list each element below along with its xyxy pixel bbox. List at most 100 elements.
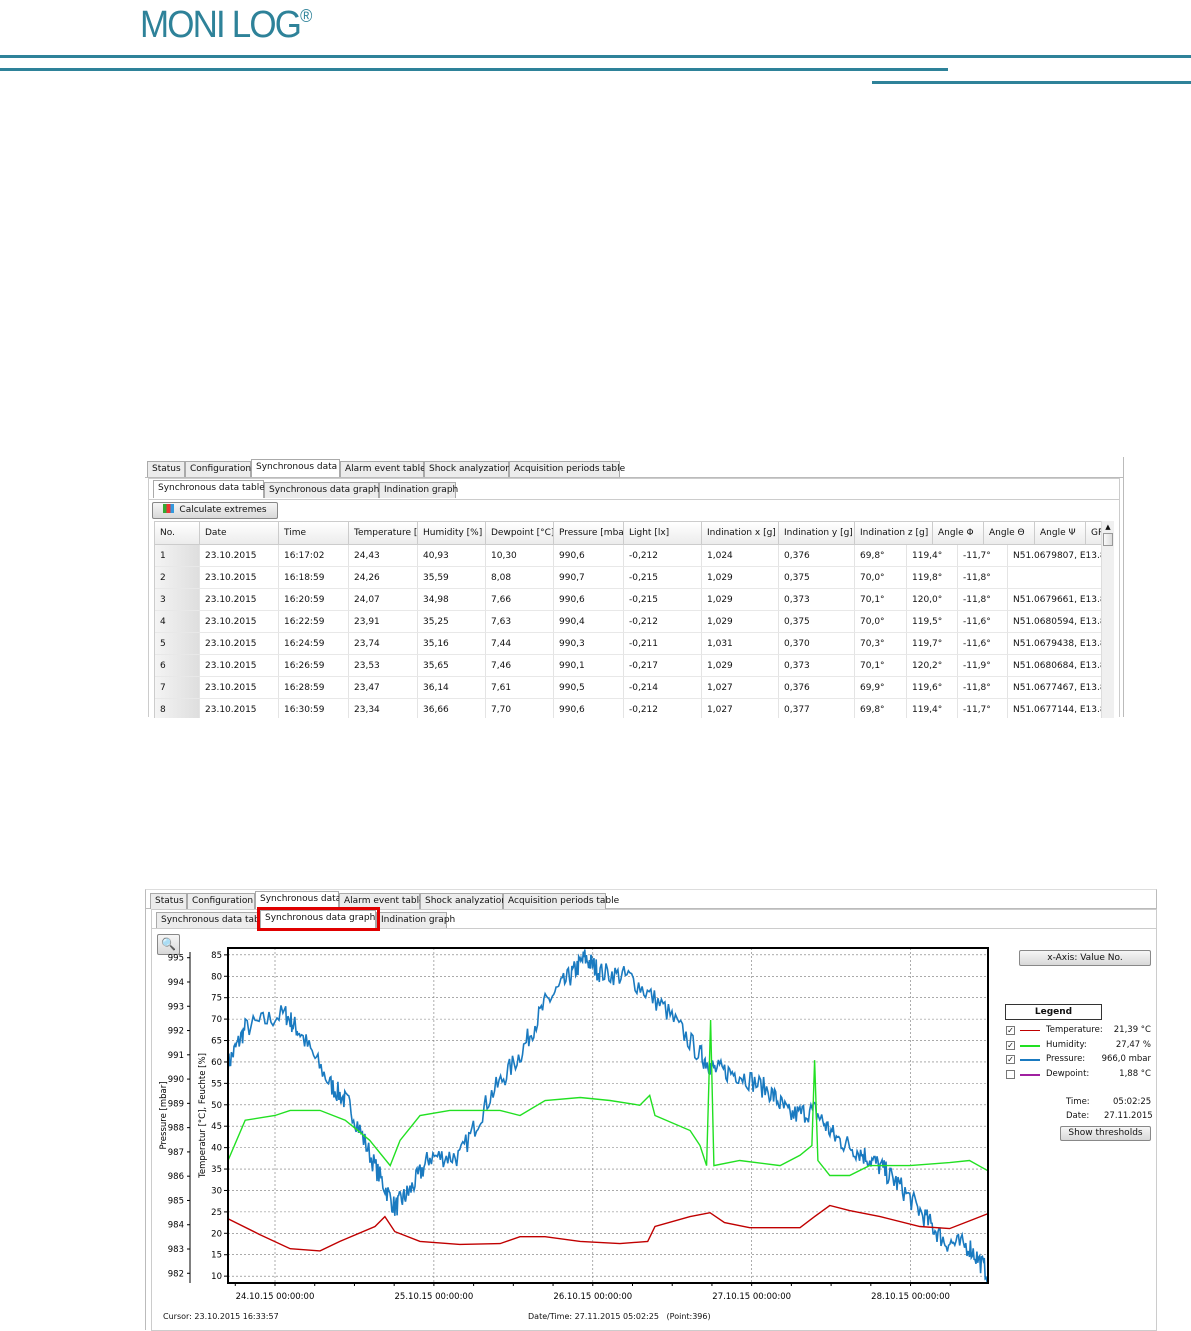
table-cell[interactable]: 35,25: [418, 611, 486, 633]
table-cell[interactable]: 23.10.2015: [200, 699, 279, 718]
row-number[interactable]: 4: [155, 611, 200, 633]
table-cell[interactable]: -11,9°: [958, 655, 1008, 677]
table-cell[interactable]: 8,08: [486, 567, 554, 589]
table-cell[interactable]: 990,3: [554, 633, 624, 655]
table-cell[interactable]: 35,16: [418, 633, 486, 655]
show-thresholds-button[interactable]: Show thresholds: [1060, 1126, 1151, 1141]
table-cell[interactable]: -0,215: [624, 567, 702, 589]
table-cell[interactable]: 1,027: [702, 699, 779, 718]
table-cell[interactable]: -0,215: [624, 589, 702, 611]
tab-0[interactable]: Status: [150, 893, 187, 909]
table-cell[interactable]: 69,8°: [855, 699, 907, 718]
table-cell[interactable]: 16:30:59: [279, 699, 349, 718]
column-header[interactable]: No.: [155, 522, 200, 545]
x-axis-mode-button[interactable]: x-Axis: Value No.: [1019, 950, 1151, 966]
table-cell[interactable]: 23,34: [349, 699, 418, 718]
table-cell[interactable]: 0,376: [779, 545, 855, 567]
table-cell[interactable]: 1,024: [702, 545, 779, 567]
row-number[interactable]: 3: [155, 589, 200, 611]
table-cell[interactable]: 1,031: [702, 633, 779, 655]
column-header[interactable]: Indination y [g]: [779, 522, 855, 545]
table-cell[interactable]: 36,14: [418, 677, 486, 699]
table-cell[interactable]: 990,7: [554, 567, 624, 589]
table-cell[interactable]: 7,63: [486, 611, 554, 633]
legend-checkbox[interactable]: ✓: [1006, 1040, 1015, 1050]
table-cell[interactable]: 16:17:02: [279, 545, 349, 567]
table-cell[interactable]: -11,8°: [958, 567, 1008, 589]
table-cell[interactable]: 23.10.2015: [200, 611, 279, 633]
column-header[interactable]: Dewpoint [°C]: [486, 522, 554, 545]
subtab-1[interactable]: Synchronous data graph: [260, 910, 376, 928]
table-cell[interactable]: 23,74: [349, 633, 418, 655]
table-cell[interactable]: 23.10.2015: [200, 677, 279, 699]
legend-checkbox[interactable]: ✓: [1006, 1055, 1015, 1064]
tab-3[interactable]: Alarm event table: [339, 893, 425, 909]
table-cell[interactable]: 23.10.2015: [200, 567, 279, 589]
tab-5[interactable]: Acquisition periods table: [509, 461, 625, 477]
table-cell[interactable]: N51.0677144, E13.8: [1008, 699, 1101, 718]
table-cell[interactable]: -11,8°: [958, 589, 1008, 611]
table-cell[interactable]: -11,8°: [958, 677, 1008, 699]
table-cell[interactable]: 10,30: [486, 545, 554, 567]
row-number[interactable]: 7: [155, 677, 200, 699]
table-cell[interactable]: 119,6°: [907, 677, 958, 699]
table-cell[interactable]: 70,1°: [855, 589, 907, 611]
column-header[interactable]: Angle Φ: [933, 522, 984, 545]
tab-4[interactable]: Shock analyzation: [424, 461, 511, 477]
table-cell[interactable]: -0,212: [624, 545, 702, 567]
table-cell[interactable]: 990,6: [554, 589, 624, 611]
row-number[interactable]: 1: [155, 545, 200, 567]
legend-checkbox[interactable]: ✓: [1006, 1026, 1015, 1035]
table-cell[interactable]: 23.10.2015: [200, 589, 279, 611]
row-number[interactable]: 8: [155, 699, 200, 718]
table-cell[interactable]: 70,1°: [855, 655, 907, 677]
table-cell[interactable]: -0,217: [624, 655, 702, 677]
table-cell[interactable]: 1,029: [702, 567, 779, 589]
table-cell[interactable]: 990,5: [554, 677, 624, 699]
table-cell[interactable]: 990,6: [554, 699, 624, 718]
column-header[interactable]: Indination z [g]: [855, 522, 933, 545]
scrollbar-thumb[interactable]: [1103, 533, 1113, 546]
calculate-extremes-button[interactable]: Calculate extremes: [152, 502, 278, 519]
table-cell[interactable]: 0,373: [779, 589, 855, 611]
subtab-0[interactable]: Synchronous data table: [156, 912, 268, 928]
table-cell[interactable]: -0,211: [624, 633, 702, 655]
table-cell[interactable]: [1008, 567, 1101, 589]
table-cell[interactable]: 119,8°: [907, 567, 958, 589]
column-header[interactable]: GP: [1086, 522, 1101, 545]
table-cell[interactable]: 1,029: [702, 655, 779, 677]
table-cell[interactable]: N51.0677467, E13.8: [1008, 677, 1101, 699]
table-cell[interactable]: 23,53: [349, 655, 418, 677]
column-header[interactable]: Indination x [g]: [702, 522, 779, 545]
table-cell[interactable]: 24,07: [349, 589, 418, 611]
table-cell[interactable]: 119,4°: [907, 545, 958, 567]
tab-1[interactable]: Configuration: [185, 461, 251, 477]
table-cell[interactable]: -11,7°: [958, 699, 1008, 718]
table-cell[interactable]: -11,7°: [958, 545, 1008, 567]
subtab-0[interactable]: Synchronous data table: [153, 480, 265, 498]
table-cell[interactable]: 1,029: [702, 611, 779, 633]
table-cell[interactable]: 23,47: [349, 677, 418, 699]
table-cell[interactable]: 70,0°: [855, 611, 907, 633]
table-cell[interactable]: 119,7°: [907, 633, 958, 655]
column-header[interactable]: Humidity [%]: [418, 522, 486, 545]
table-cell[interactable]: 23.10.2015: [200, 633, 279, 655]
table-cell[interactable]: -0,214: [624, 677, 702, 699]
table-cell[interactable]: 40,93: [418, 545, 486, 567]
column-header[interactable]: Pressure [mbar: [554, 522, 624, 545]
plot-area[interactable]: [228, 948, 988, 1283]
scroll-up-arrow-icon[interactable]: ▲: [1105, 523, 1111, 531]
tab-4[interactable]: Shock analyzation: [420, 893, 507, 909]
row-number[interactable]: 6: [155, 655, 200, 677]
table-cell[interactable]: 0,375: [779, 611, 855, 633]
table-cell[interactable]: 990,1: [554, 655, 624, 677]
table-cell[interactable]: 69,9°: [855, 677, 907, 699]
table-cell[interactable]: 34,98: [418, 589, 486, 611]
table-cell[interactable]: 120,2°: [907, 655, 958, 677]
table-cell[interactable]: 35,59: [418, 567, 486, 589]
table-cell[interactable]: 7,46: [486, 655, 554, 677]
table-cell[interactable]: N51.0680594, E13.8: [1008, 611, 1101, 633]
table-cell[interactable]: 119,4°: [907, 699, 958, 718]
column-header[interactable]: Temperature [°: [349, 522, 418, 545]
tab-2[interactable]: Synchronous data: [251, 459, 340, 477]
